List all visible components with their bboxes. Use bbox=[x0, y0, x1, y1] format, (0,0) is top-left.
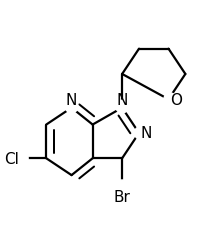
Text: N: N bbox=[116, 92, 128, 107]
Text: Br: Br bbox=[114, 189, 131, 204]
Circle shape bbox=[113, 180, 131, 198]
Circle shape bbox=[116, 101, 129, 113]
Circle shape bbox=[65, 101, 78, 113]
Circle shape bbox=[164, 93, 177, 106]
Circle shape bbox=[134, 127, 147, 140]
Text: N: N bbox=[66, 92, 77, 107]
Circle shape bbox=[11, 150, 28, 167]
Text: N: N bbox=[141, 126, 152, 141]
Text: O: O bbox=[170, 92, 182, 107]
Text: Cl: Cl bbox=[4, 151, 19, 166]
